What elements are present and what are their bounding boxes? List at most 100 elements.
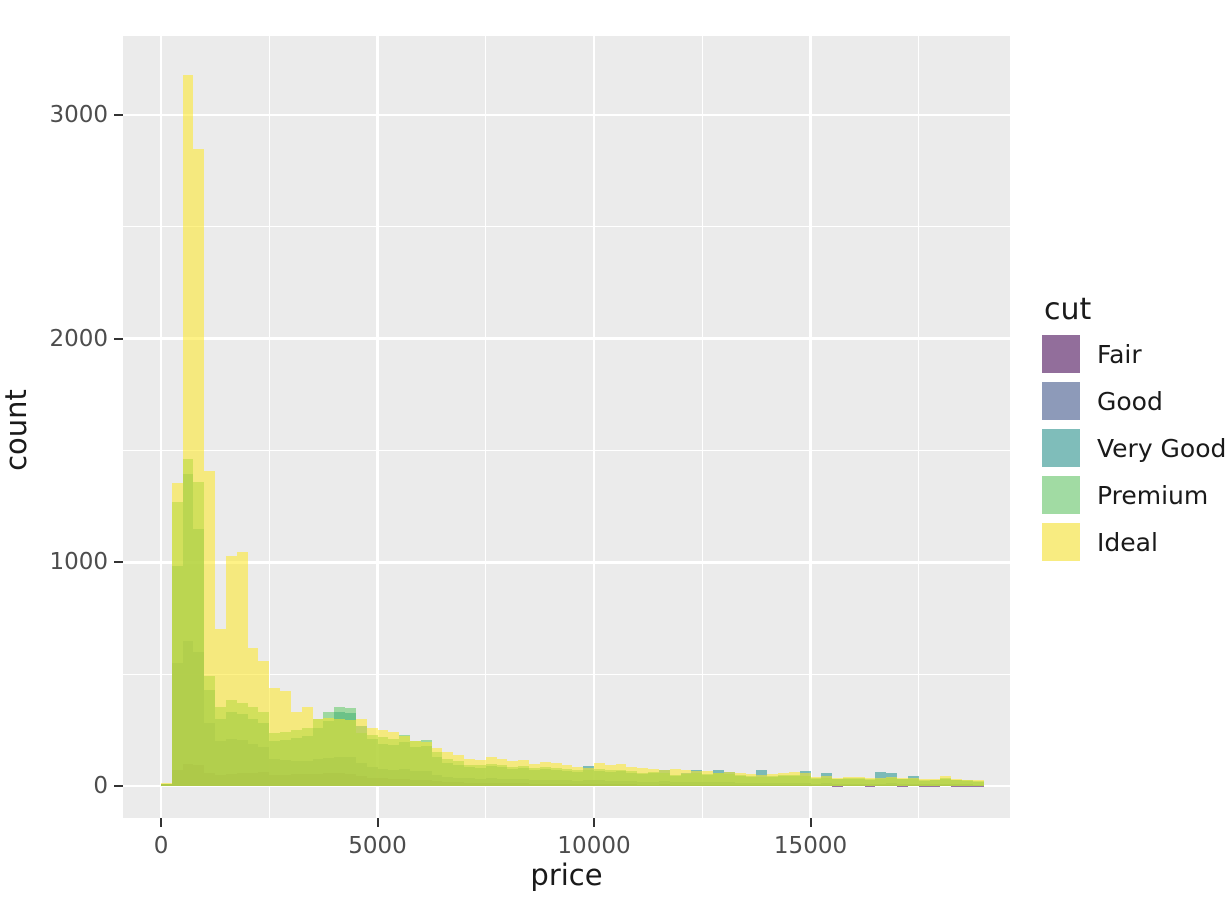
histogram-bar-ideal: [258, 660, 270, 786]
y-tick-label: 1000: [49, 549, 108, 576]
legend-entry-good: Good: [1042, 382, 1228, 420]
legend: cut Fair Good Very Good Premium Ideal: [1042, 292, 1228, 570]
minor-gridline-y: [123, 673, 1010, 675]
histogram-bar-ideal: [691, 771, 703, 786]
histogram-bar-ideal: [420, 742, 432, 786]
minor-gridline-y: [123, 226, 1010, 228]
histogram-bar-ideal: [929, 778, 941, 786]
histogram-bar-ideal: [171, 482, 183, 786]
y-tick-mark: [114, 113, 123, 116]
major-gridline-y: [123, 561, 1010, 564]
histogram-bar-ideal: [886, 777, 898, 786]
minor-gridline-y: [123, 449, 1010, 451]
histogram-bar-ideal: [810, 776, 822, 786]
histogram-bar-ideal: [225, 555, 237, 786]
minor-gridline-x: [701, 36, 703, 818]
histogram-bar-ideal: [615, 764, 627, 786]
histogram-bar-ideal: [788, 771, 800, 786]
histogram-bar-ideal: [323, 718, 335, 786]
histogram-bar-ideal: [507, 761, 519, 786]
histogram-bar-ideal: [301, 707, 313, 786]
x-tick-label: 0: [153, 833, 169, 859]
histogram-bar-ideal: [312, 718, 324, 786]
histogram-bar-ideal: [442, 751, 454, 786]
histogram-bar-ideal: [550, 762, 562, 786]
histogram-bar-ideal: [821, 775, 833, 786]
legend-label: Fair: [1097, 339, 1142, 369]
x-tick-mark: [809, 818, 812, 827]
x-tick-label: 5000: [348, 833, 407, 859]
histogram-bar-ideal: [799, 773, 811, 786]
histogram-bar-ideal: [193, 148, 205, 786]
histogram-bar-ideal: [518, 760, 530, 786]
x-tick-mark: [593, 818, 596, 827]
histogram-bar-ideal: [453, 755, 465, 786]
major-gridline-y: [123, 784, 1010, 788]
legend-label: Good: [1097, 386, 1163, 416]
histogram-bar-ideal: [745, 773, 757, 786]
legend-entry-very-good: Very Good: [1042, 429, 1228, 467]
histogram-bar-ideal: [377, 730, 389, 786]
y-tick-mark: [114, 785, 123, 787]
histogram-bar-ideal: [204, 470, 216, 786]
histogram-bar-ideal: [485, 756, 497, 786]
x-tick-label: 10000: [557, 833, 631, 859]
histogram-bar-ideal: [474, 760, 486, 786]
histogram-bar-ideal: [907, 777, 919, 786]
histogram-bar-ideal: [355, 718, 367, 786]
y-tick-mark: [114, 337, 123, 340]
histogram-bar-ideal: [951, 778, 963, 786]
histogram-bar-ideal: [539, 762, 551, 786]
histogram-bar-ideal: [572, 767, 584, 786]
legend-entry-premium: Premium: [1042, 476, 1228, 514]
histogram-bar-ideal: [669, 769, 681, 786]
minor-gridline-x: [485, 36, 487, 818]
histogram-bar-ideal: [713, 773, 724, 786]
x-tick-mark: [160, 818, 163, 827]
plot-panel: [123, 36, 1010, 818]
legend-label: Very Good: [1097, 433, 1227, 463]
x-axis-title: price: [530, 858, 603, 892]
y-axis-title: count: [0, 389, 33, 471]
histogram-bar-ideal: [388, 732, 400, 786]
histogram-bar-ideal: [832, 777, 843, 786]
x-tick-label: 15000: [773, 833, 848, 859]
y-tick-label: 2000: [49, 325, 108, 352]
histogram-bar-ideal: [269, 688, 281, 786]
histogram-bar-ideal: [215, 629, 226, 786]
histogram-bar-ideal: [247, 648, 259, 786]
histogram-bar-ideal: [734, 772, 746, 786]
x-tick-mark: [376, 818, 379, 827]
histogram-bar-ideal: [399, 735, 410, 786]
histogram-bar-ideal: [409, 741, 421, 786]
legend-swatch-icon: [1042, 523, 1080, 561]
histogram-bar-ideal: [897, 777, 908, 786]
histogram-bar-ideal: [345, 720, 356, 786]
major-gridline-x: [376, 36, 379, 818]
legend-swatch-icon: [1042, 429, 1080, 467]
major-gridline-x: [809, 36, 812, 818]
histogram-bar-ideal: [918, 779, 930, 786]
legend-swatch-icon: [1042, 382, 1080, 420]
major-gridline-x: [592, 36, 596, 818]
histogram-bar-ideal: [431, 747, 443, 786]
histogram-bar-ideal: [648, 768, 659, 786]
legend-label: Premium: [1097, 480, 1209, 510]
histogram-bar-ideal: [723, 771, 735, 786]
histogram-bar-ideal: [604, 764, 616, 786]
histogram-bar-ideal: [756, 774, 768, 786]
histogram-bar-ideal: [464, 758, 475, 786]
histogram-bar-ideal: [962, 779, 973, 786]
major-gridline-y: [123, 113, 1010, 117]
histogram-bar-ideal: [334, 718, 346, 786]
histogram-bar-ideal: [842, 776, 854, 786]
legend-entry-ideal: Ideal: [1042, 523, 1228, 561]
histogram-bar-ideal: [767, 773, 779, 786]
histogram-bar-ideal: [940, 776, 952, 786]
y-tick-mark: [114, 561, 123, 564]
legend-title: cut: [1044, 292, 1092, 327]
major-gridline-x: [159, 36, 163, 818]
histogram-bar-ideal: [658, 770, 670, 786]
y-tick-label: 3000: [49, 101, 108, 128]
